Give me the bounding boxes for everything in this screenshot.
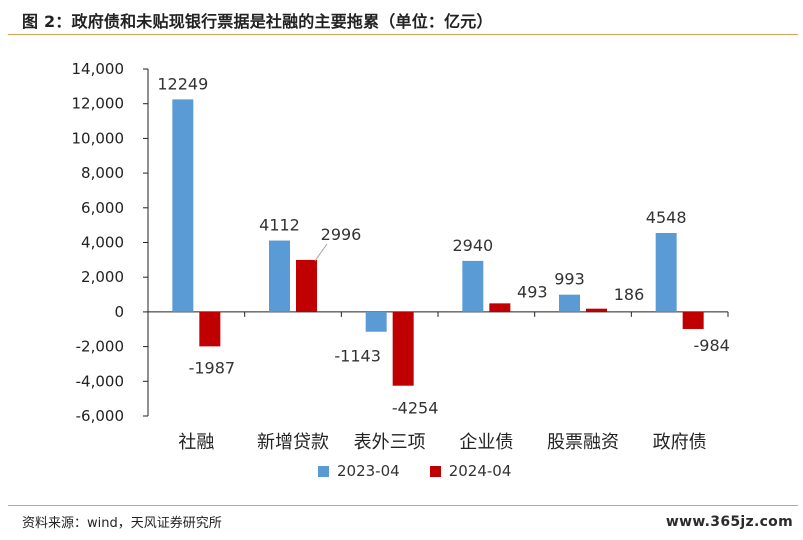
bar-chart: 14,000 12,000 10,000 8,000 6,000 4,000 2,000 0 -… <box>72 60 730 453</box>
category-label: 表外三项 <box>354 432 426 453</box>
y-tick-label: -6,000 <box>76 407 124 425</box>
y-tick-label: 6,000 <box>81 199 124 217</box>
data-label-2024-04-社融: -1987 <box>189 358 236 377</box>
bar-2024-04-企业债 <box>489 303 511 312</box>
chart-legend: 2023-04 2024-04 <box>318 462 511 480</box>
bar-2024-04-政府债 <box>682 311 704 329</box>
category-label: 社融 <box>178 432 214 453</box>
legend-label-2023: 2023-04 <box>337 462 400 480</box>
chart-title: 图 2：政府债和未贴现银行票据是社融的主要拖累（单位：亿元） <box>22 12 493 31</box>
data-label-2023-04-社融: 12249 <box>157 74 208 93</box>
data-label-2024-04-新增贷款: 2996 <box>321 225 362 244</box>
data-label-2024-04-企业债: 493 <box>517 282 548 301</box>
watermark: www.365jz.com <box>665 514 793 530</box>
y-tick-label: 10,000 <box>72 129 125 147</box>
legend-swatch-2024 <box>429 465 441 477</box>
data-label-leader <box>314 243 328 262</box>
data-label-2023-04-股票融资: 993 <box>554 270 585 289</box>
data-label-2024-04-政府债: -984 <box>694 336 730 355</box>
data-label-2023-04-表外三项: -1143 <box>334 347 381 366</box>
y-tick-label: -4,000 <box>76 372 124 390</box>
category-label: 股票融资 <box>547 432 619 453</box>
category-label: 企业债 <box>459 432 513 453</box>
bar-2023-04-社融 <box>172 99 194 312</box>
y-tick-label: 14,000 <box>72 60 125 78</box>
bar-2024-04-社融 <box>199 311 221 347</box>
bar-2023-04-新增贷款 <box>269 240 290 312</box>
data-label-2023-04-企业债: 2940 <box>452 236 493 255</box>
legend-label-2024: 2024-04 <box>448 462 512 480</box>
y-tick-label: 12,000 <box>72 95 125 113</box>
category-label: 新增贷款 <box>257 432 329 453</box>
bar-2023-04-表外三项 <box>365 311 387 332</box>
y-tick-label: 0 <box>114 303 124 321</box>
bar-2023-04-政府债 <box>655 232 677 312</box>
bar-2024-04-表外三项 <box>392 311 414 386</box>
bar-2023-04-企业债 <box>462 260 484 312</box>
y-tick-label: -2,000 <box>76 338 124 356</box>
category-label: 政府债 <box>653 432 707 453</box>
data-label-2024-04-股票融资: 186 <box>614 285 645 304</box>
data-label-2024-04-表外三项: -4254 <box>392 399 439 418</box>
data-label-2023-04-新增贷款: 4112 <box>259 216 300 235</box>
source-note: 资料来源：wind，天风证券研究所 <box>22 516 222 531</box>
legend-swatch-2023 <box>318 465 329 477</box>
y-tick-label: 4,000 <box>81 234 124 252</box>
y-tick-label: 2,000 <box>81 268 124 286</box>
legend-item-2023: 2023-04 <box>318 462 400 480</box>
y-tick-label: 8,000 <box>81 164 124 182</box>
legend-item-2024: 2024-04 <box>429 462 512 480</box>
bar-2023-04-股票融资 <box>559 294 580 312</box>
title-divider <box>8 34 798 35</box>
footer-divider <box>8 505 798 506</box>
bar-2024-04-股票融资 <box>586 308 607 312</box>
data-label-2023-04-政府债: 4548 <box>646 208 687 227</box>
bar-2024-04-新增贷款 <box>296 259 317 312</box>
